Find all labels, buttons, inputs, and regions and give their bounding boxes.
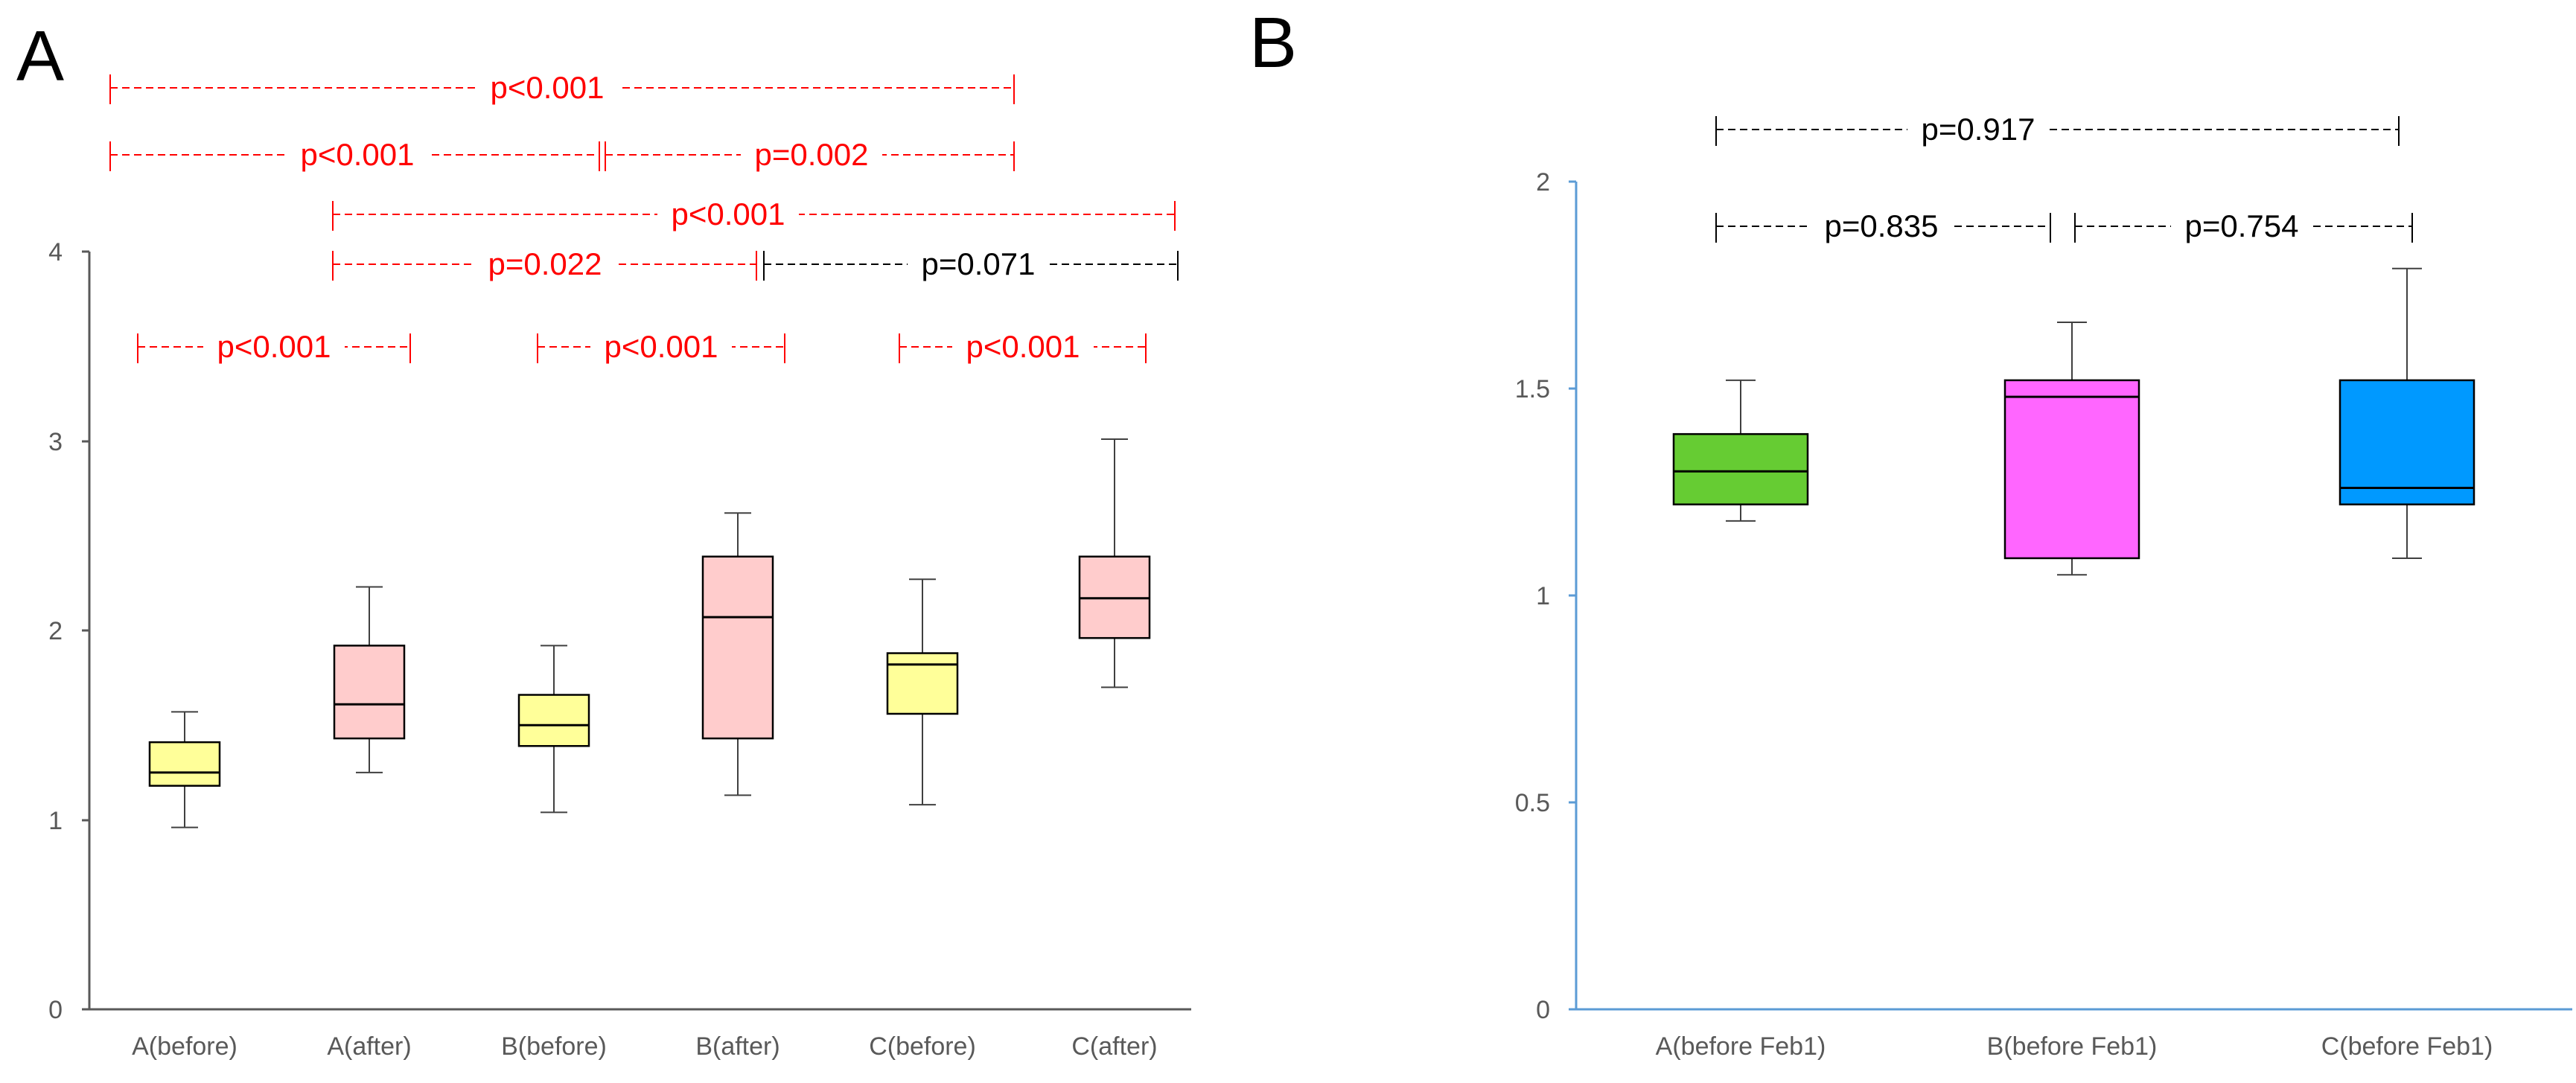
comparison-label-bg bbox=[2171, 210, 2312, 243]
box-iqr-rect bbox=[2003, 379, 2140, 560]
panel-b-ytick-label-1: 0.5 bbox=[1515, 789, 1550, 817]
panel-a-comparison: p=0.022 bbox=[332, 246, 757, 281]
panel-a-significance: p<0.001 p<0.001 p=0.002 p< bbox=[109, 70, 1179, 364]
panel-a-axes bbox=[82, 250, 1191, 1011]
comparison-p-value: p<0.001 bbox=[491, 70, 605, 105]
comparison-p-value: p<0.001 bbox=[301, 137, 415, 172]
comparison-label-bg bbox=[476, 71, 618, 104]
comparison-p-value: p=0.917 bbox=[1922, 112, 2035, 147]
comparison-label-bg bbox=[1907, 113, 2049, 146]
panel-a-box-3 bbox=[517, 645, 590, 814]
comparison-p-value: p<0.001 bbox=[605, 329, 718, 364]
panel-a: A 0 1 2 3 4 A(before) A(after) B(before)… bbox=[16, 16, 1191, 1061]
panel-a-ytick-label-3: 3 bbox=[48, 428, 63, 456]
box-iqr-rect bbox=[886, 652, 959, 715]
panel-a-box-4 bbox=[701, 512, 774, 796]
box-iqr-rect bbox=[148, 741, 221, 787]
panel-a-box-1 bbox=[148, 711, 221, 828]
panel-b-box-1 bbox=[1672, 379, 1809, 522]
panel-b-ytick-label-0: 0 bbox=[1536, 996, 1550, 1024]
panel-a-ytick-label-2: 2 bbox=[48, 617, 63, 645]
box-iqr-rect bbox=[333, 645, 406, 740]
comparison-label-bg bbox=[908, 248, 1049, 281]
panel-b-ytick-labels: 0 0.5 1 1.5 2 bbox=[1515, 168, 1550, 1024]
panel-a-category-label: C(before) bbox=[869, 1032, 976, 1061]
panel-b-boxes bbox=[1672, 267, 2475, 576]
comparison-label-bg bbox=[1811, 210, 1952, 243]
panel-b-ytick-label-2: 1 bbox=[1536, 582, 1550, 610]
panel-b-box-2 bbox=[2003, 322, 2140, 576]
panel-b-comparison: p=0.917 bbox=[1715, 112, 2400, 147]
panel-a-comparison: p<0.001 bbox=[332, 197, 1176, 231]
panel-a-comparison: p<0.001 bbox=[137, 329, 411, 364]
comparison-label-bg bbox=[952, 330, 1094, 363]
panel-b-category-labels: A(before Feb1) B(before Feb1) C(before F… bbox=[1656, 1032, 2493, 1061]
comparison-p-value: p=0.022 bbox=[488, 246, 602, 281]
panel-a-letter: A bbox=[16, 16, 64, 96]
panel-b-category-label: B(before Feb1) bbox=[1987, 1032, 2158, 1061]
panel-a-comparison: p<0.001 bbox=[537, 329, 785, 364]
box-iqr-rect bbox=[2339, 379, 2475, 505]
comparison-label-bg bbox=[203, 330, 345, 363]
comparison-label-bg bbox=[741, 138, 882, 171]
comparison-label-bg bbox=[657, 198, 799, 231]
panel-a-category-label: B(before) bbox=[501, 1032, 607, 1061]
comparison-p-value: p=0.835 bbox=[1825, 208, 1939, 243]
panel-b-significance: p=0.917 p=0.835 p=0.754 bbox=[1715, 112, 2413, 243]
panel-b: B 0 0.5 1 1.5 2 A(before Feb1) B(before … bbox=[1249, 3, 2572, 1061]
panel-a-box-6 bbox=[1078, 438, 1151, 689]
box-iqr-rect bbox=[517, 694, 590, 747]
panel-a-category-label: A(after) bbox=[327, 1032, 411, 1061]
panel-a-ytick-label-0: 0 bbox=[48, 996, 63, 1024]
box-iqr-rect bbox=[701, 555, 774, 740]
panel-b-ytick-label-3: 1.5 bbox=[1515, 375, 1550, 403]
panel-a-box-5 bbox=[886, 578, 959, 806]
panel-b-category-label: A(before Feb1) bbox=[1656, 1032, 1826, 1061]
comparison-p-value: p=0.754 bbox=[2185, 208, 2299, 243]
comparison-label-bg bbox=[590, 330, 732, 363]
panel-a-comparison: p=0.002 bbox=[605, 137, 1015, 172]
panel-a-ytick-labels: 0 1 2 3 4 bbox=[48, 238, 63, 1024]
panel-a-comparison: p=0.071 bbox=[763, 246, 1179, 281]
comparison-label-bg bbox=[474, 248, 616, 281]
panel-b-letter: B bbox=[1249, 3, 1297, 83]
comparison-p-value: p<0.001 bbox=[966, 329, 1080, 364]
panel-a-box-2 bbox=[333, 586, 406, 773]
panel-a-ytick-label-1: 1 bbox=[48, 807, 63, 835]
panel-b-comparison: p=0.835 bbox=[1715, 208, 2051, 243]
panel-a-comparison: p<0.001 bbox=[109, 70, 1015, 105]
panel-a-category-label: B(after) bbox=[695, 1032, 780, 1061]
panel-a-category-label: A(before) bbox=[132, 1032, 237, 1061]
panel-b-box-3 bbox=[2339, 267, 2475, 559]
panel-b-axes bbox=[1569, 180, 2572, 1011]
comparison-label-bg bbox=[287, 138, 428, 171]
panel-a-boxes bbox=[148, 438, 1151, 828]
comparison-p-value: p=0.071 bbox=[922, 246, 1036, 281]
panel-a-comparison: p<0.001 bbox=[109, 137, 600, 172]
comparison-p-value: p<0.001 bbox=[672, 197, 785, 231]
comparison-p-value: p<0.001 bbox=[217, 329, 331, 364]
panel-a-category-label: C(after) bbox=[1071, 1032, 1157, 1061]
box-iqr-rect bbox=[1672, 432, 1809, 505]
panel-a-ytick-label-4: 4 bbox=[48, 238, 63, 266]
panel-b-comparison: p=0.754 bbox=[2074, 208, 2413, 243]
panel-a-category-labels: A(before) A(after) B(before) B(after) C(… bbox=[132, 1032, 1157, 1061]
panel-a-comparison: p<0.001 bbox=[899, 329, 1147, 364]
comparison-p-value: p=0.002 bbox=[755, 137, 869, 172]
panel-b-category-label: C(before Feb1) bbox=[2321, 1032, 2493, 1061]
panel-b-ytick-label-4: 2 bbox=[1536, 168, 1550, 197]
